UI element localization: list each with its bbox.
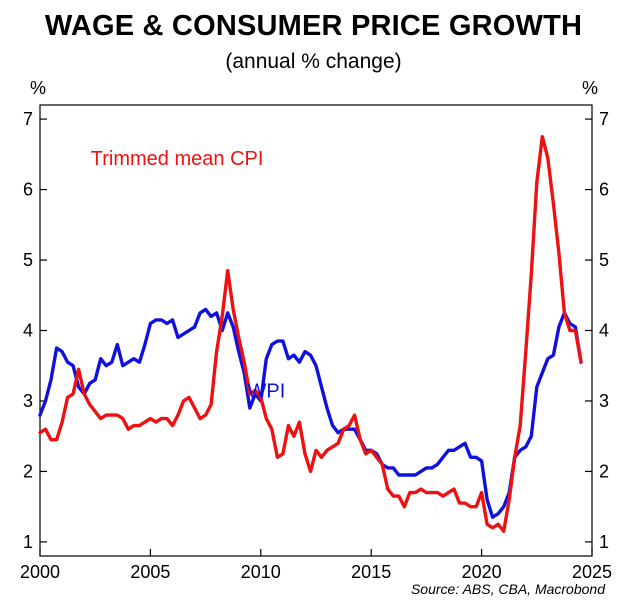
annotation-wpi: WPI: [248, 380, 286, 402]
y-tick-label-right-2: 2: [599, 461, 609, 481]
annotations: Trimmed mean CPI WPI: [91, 148, 286, 403]
series-layer: [38, 134, 583, 533]
right-axis: 1 2 3 4 5 6 7: [585, 109, 609, 552]
x-tick-label-2000: 2000: [20, 562, 60, 582]
x-tick-label-2005: 2005: [130, 562, 170, 582]
x-tick-label-2010: 2010: [241, 562, 281, 582]
y-tick-label-left-6: 6: [23, 180, 33, 200]
y-tick-label-right-5: 5: [599, 250, 609, 270]
y-tick-label-left-5: 5: [23, 250, 33, 270]
source-note: Source: ABS, CBA, Macrobond: [410, 581, 605, 597]
x-tick-label-2020: 2020: [462, 562, 502, 582]
x-axis: 2000 2005 2010 2015 2020 2025: [20, 549, 612, 582]
annotation-trimmed-mean-cpi: Trimmed mean CPI: [91, 148, 264, 170]
left-axis: 1 2 3 4 5 6 7: [23, 109, 47, 552]
y-tick-label-left-1: 1: [23, 532, 33, 552]
x-tick-label-2015: 2015: [351, 562, 391, 582]
y-tick-label-right-1: 1: [599, 532, 609, 552]
y-tick-label-left-3: 3: [23, 391, 33, 411]
right-unit-label: %: [582, 78, 598, 98]
chart-title: WAGE & CONSUMER PRICE GROWTH: [44, 10, 583, 42]
chart-subtitle: (annual % change): [225, 50, 402, 73]
series-line-wpi: [38, 307, 583, 519]
y-tick-label-left-7: 7: [23, 109, 33, 129]
left-unit-label: %: [30, 78, 46, 98]
y-tick-label-left-4: 4: [23, 321, 33, 341]
y-tick-label-right-4: 4: [599, 321, 609, 341]
y-tick-label-left-2: 2: [23, 461, 33, 481]
y-tick-label-right-6: 6: [599, 180, 609, 200]
y-tick-label-right-3: 3: [599, 391, 609, 411]
x-tick-label-2025: 2025: [572, 562, 612, 582]
y-tick-label-right-7: 7: [599, 109, 609, 129]
series-line-trimmed-mean-cpi: [38, 134, 583, 533]
